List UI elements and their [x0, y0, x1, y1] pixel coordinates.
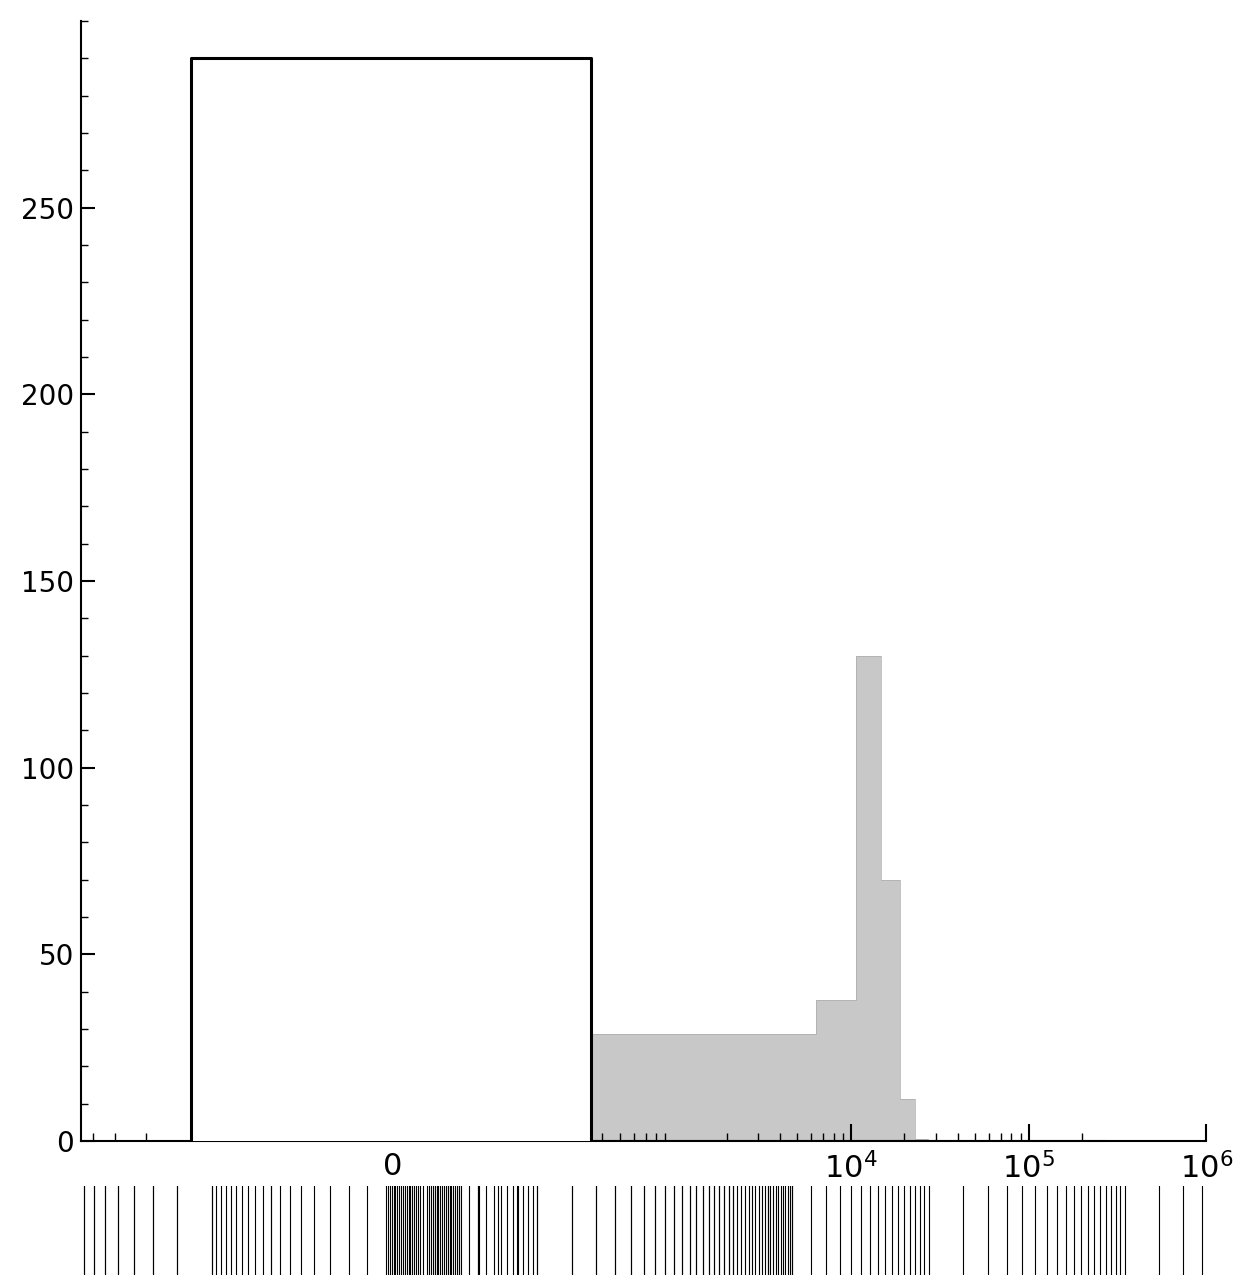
Polygon shape — [191, 58, 1104, 1140]
Polygon shape — [191, 506, 1104, 1140]
